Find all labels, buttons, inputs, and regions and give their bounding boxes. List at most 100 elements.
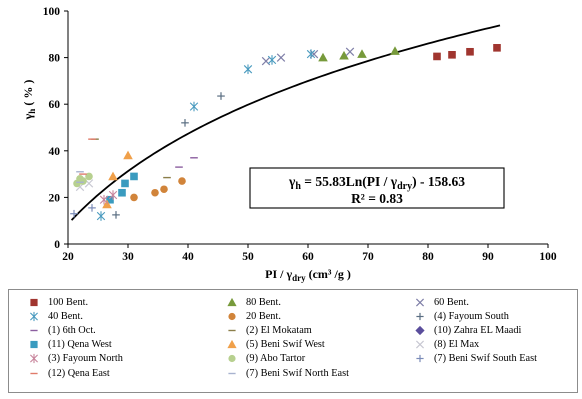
equation-box-frame bbox=[249, 167, 505, 209]
point-11-qena-west bbox=[118, 188, 126, 197]
legend-marker-dash-icon bbox=[23, 324, 45, 337]
legend-marker bbox=[30, 298, 38, 307]
point-40-bent bbox=[267, 55, 277, 65]
point-80-bent bbox=[318, 52, 328, 62]
point-7-beni-swif-south-east bbox=[70, 209, 78, 218]
point-9-abo-tartor bbox=[85, 172, 93, 181]
legend-item-20-bent: 20 Bent. bbox=[221, 310, 281, 323]
x-tick-label: 90 bbox=[482, 251, 494, 263]
axis-labels-layer: PI / γdry (cm³ /g ) γh ( % ) bbox=[21, 80, 351, 283]
point-20-bent bbox=[178, 177, 186, 185]
legend-marker-dash-icon bbox=[221, 324, 243, 337]
legend-marker-plus-icon bbox=[409, 310, 431, 323]
legend-marker-dash-icon bbox=[221, 367, 243, 380]
point-40-bent bbox=[189, 101, 199, 112]
point-11-qena-west bbox=[130, 172, 138, 181]
legend-marker bbox=[415, 326, 425, 336]
legend-item-9-abo-tartor: (9) Abo Tartor bbox=[221, 352, 305, 365]
legend-item-100-bent: 100 Bent. bbox=[23, 296, 88, 309]
point-11-qena-west bbox=[121, 179, 129, 188]
legend-marker-circle-icon bbox=[221, 310, 243, 323]
r-squared-text: R² = 0.83 bbox=[351, 191, 403, 206]
legend-label: (1) 6th Oct. bbox=[48, 325, 96, 337]
legend-label: (3) Fayoum North bbox=[48, 353, 123, 365]
legend-label: (11) Qena West bbox=[48, 339, 112, 351]
legend-item-7-beni-swif-south-east: (7) Beni Swif South East bbox=[409, 352, 537, 365]
y-tick-label: 0 bbox=[54, 239, 60, 251]
x-tick-label: 50 bbox=[242, 251, 254, 263]
point-20-bent bbox=[151, 188, 159, 197]
legend-label: (10) Zahra EL Maadi bbox=[434, 325, 522, 337]
point-3-fayoum-north bbox=[108, 190, 118, 200]
legend-label: (5) Beni Swif West bbox=[246, 339, 325, 351]
legend-item-11-qena-west: (11) Qena West bbox=[23, 338, 112, 351]
legend-label: (4) Fayoum South bbox=[434, 311, 509, 323]
point-60-bent bbox=[276, 53, 286, 62]
legend-item-2-el-mokatam: (2) El Mokatam bbox=[221, 324, 312, 337]
legend-label: (12) Qena East bbox=[48, 367, 110, 379]
point-80-bent bbox=[357, 49, 367, 58]
y-tick-label: 100 bbox=[43, 6, 61, 18]
legend-marker-square-icon bbox=[23, 296, 45, 309]
x-tick-label: 30 bbox=[122, 251, 134, 263]
y-tick-label: 80 bbox=[49, 53, 61, 65]
legend-item-10-zahra-el-maadi: (10) Zahra EL Maadi bbox=[409, 324, 521, 337]
point-100-bent bbox=[466, 47, 474, 56]
x-tick-label: 80 bbox=[422, 251, 434, 263]
point-5-beni-swif-west bbox=[102, 199, 112, 209]
point-5-beni-swif-west bbox=[108, 171, 118, 181]
legend-marker bbox=[227, 340, 237, 349]
legend-item-4-fayoum-south: (4) Fayoum South bbox=[409, 310, 509, 323]
legend-marker-x-icon bbox=[409, 296, 431, 309]
legend-label: 80 Bent. bbox=[246, 297, 281, 308]
legend-item-1-6th-oct: (1) 6th Oct. bbox=[23, 324, 96, 337]
point-3-fayoum-north bbox=[99, 194, 109, 205]
point-20-bent bbox=[130, 193, 138, 202]
point-100-bent bbox=[448, 51, 456, 59]
legend-marker-square-icon bbox=[23, 338, 45, 351]
legend-marker bbox=[228, 312, 236, 321]
legend-marker-triangle-icon bbox=[221, 338, 243, 351]
x-tick-label: 100 bbox=[539, 251, 557, 263]
legend-label: 40 Bent. bbox=[48, 311, 83, 323]
legend-label: (8) El Max bbox=[434, 339, 480, 351]
y-tick-label: 40 bbox=[49, 146, 61, 158]
legend-label: (7) Beni Swif North East bbox=[246, 367, 349, 379]
y-tick-label: 60 bbox=[49, 99, 61, 111]
point-9-abo-tartor bbox=[76, 174, 84, 183]
legend-marker bbox=[416, 355, 424, 363]
legend-marker bbox=[228, 355, 236, 363]
point-5-beni-swif-west bbox=[123, 150, 133, 160]
legend-item-5-beni-swif-west: (5) Beni Swif West bbox=[221, 338, 325, 351]
point-100-bent bbox=[493, 44, 501, 52]
legend-item-7-beni-swif-north-east: (7) Beni Swif North East bbox=[221, 367, 349, 380]
point-100-bent bbox=[433, 52, 441, 61]
legend-item-80-bent: 80 Bent. bbox=[221, 296, 281, 309]
point-40-bent bbox=[243, 64, 253, 75]
legend-item-60-bent: 60 Bent. bbox=[409, 296, 469, 309]
y-tick-label: 20 bbox=[49, 192, 61, 204]
fit-curve-layer bbox=[70, 24, 501, 221]
legend-marker-x-icon bbox=[409, 338, 431, 351]
legend-marker-dash-icon bbox=[23, 367, 45, 380]
point-40-bent bbox=[96, 211, 106, 221]
legend-label: 60 Bent. bbox=[434, 297, 469, 308]
point-20-bent bbox=[160, 185, 168, 194]
legend-marker-diamond-icon bbox=[409, 324, 431, 337]
legend-marker-asterisk-icon bbox=[23, 352, 45, 365]
legend-label: (9) Abo Tartor bbox=[246, 353, 306, 365]
legend-item-12-qena-east: (12) Qena East bbox=[23, 367, 110, 380]
legend-label: 100 Bent. bbox=[48, 297, 89, 308]
legend-marker-asterisk-icon bbox=[23, 310, 45, 323]
legend-marker-circle-icon bbox=[221, 352, 243, 365]
point-4-fayoum-south bbox=[217, 92, 225, 100]
point-11-qena-west bbox=[106, 195, 114, 204]
legend-marker-triangle-icon bbox=[221, 296, 243, 309]
y-axis-label: γh ( % ) bbox=[21, 80, 37, 121]
legend-label: 20 Bent. bbox=[246, 311, 281, 323]
point-40-bent bbox=[306, 49, 316, 59]
legend-marker-plus-icon bbox=[409, 352, 431, 365]
legend-marker bbox=[30, 311, 38, 322]
